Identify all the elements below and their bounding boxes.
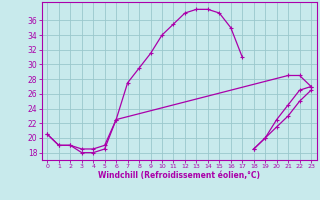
X-axis label: Windchill (Refroidissement éolien,°C): Windchill (Refroidissement éolien,°C) bbox=[98, 171, 260, 180]
